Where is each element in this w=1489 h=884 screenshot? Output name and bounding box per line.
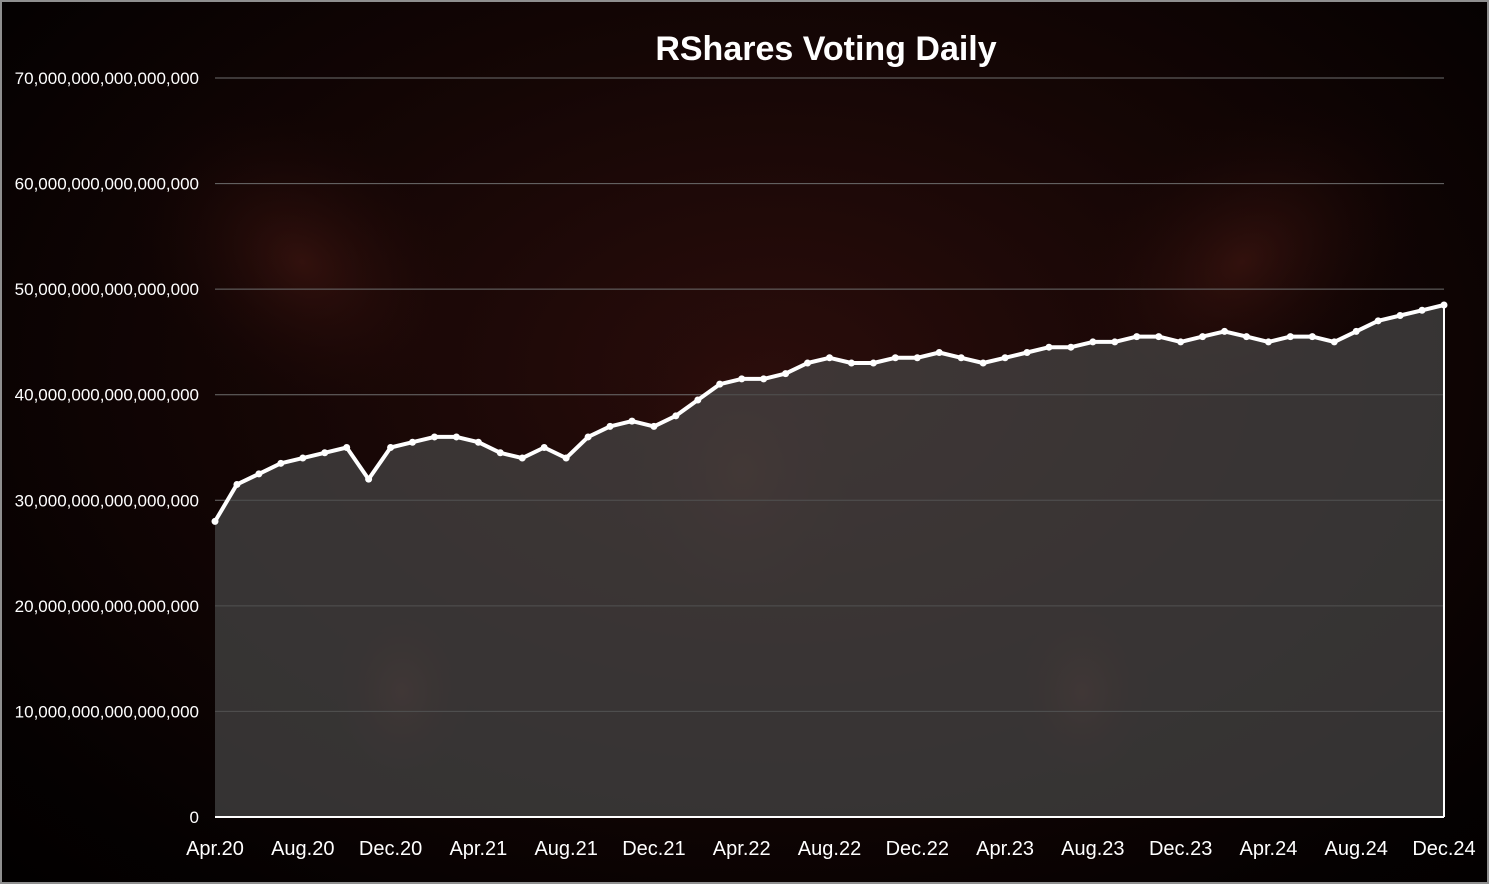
data-point — [1177, 338, 1185, 346]
y-tick-label: 70,000,000,000,000,000 — [15, 69, 199, 88]
data-point — [869, 359, 877, 367]
data-point — [628, 417, 636, 425]
data-point — [1396, 312, 1404, 320]
data-point — [1155, 333, 1163, 341]
data-point — [1067, 343, 1075, 351]
data-point — [606, 422, 614, 430]
data-point — [1330, 338, 1338, 346]
y-axis: 0 10,000,000,000,000,000 20,000,000,000,00… — [15, 69, 199, 827]
y-tick-label: 40,000,000,000,000,000 — [15, 386, 199, 405]
data-point — [496, 449, 504, 457]
x-tick-label: Dec.20 — [359, 838, 422, 860]
data-point — [562, 454, 570, 462]
data-point — [277, 459, 285, 467]
x-tick-label: Aug.20 — [271, 838, 334, 860]
x-tick-label: Apr.21 — [449, 838, 507, 860]
data-point — [1001, 354, 1009, 362]
data-point — [1374, 317, 1382, 325]
data-point — [847, 359, 855, 367]
data-point — [804, 359, 812, 367]
data-point — [957, 354, 965, 362]
data-point — [1133, 333, 1141, 341]
data-point — [255, 470, 263, 478]
data-point — [826, 354, 833, 362]
data-point — [343, 444, 351, 451]
data-point — [891, 354, 899, 362]
y-tick-label: 50,000,000,000,000,000 — [15, 280, 199, 299]
x-tick-label: Apr.22 — [713, 838, 771, 860]
data-point — [1308, 333, 1316, 341]
data-point — [1242, 333, 1250, 341]
x-tick-label: Aug.21 — [534, 838, 597, 860]
data-point — [782, 370, 790, 378]
x-tick-label: Dec.21 — [622, 838, 685, 860]
data-point — [584, 433, 592, 441]
data-point — [387, 444, 395, 451]
data-point — [1264, 338, 1272, 346]
data-point — [452, 433, 460, 441]
data-point — [1111, 338, 1119, 346]
x-tick-label: Apr.23 — [976, 838, 1034, 860]
data-point — [1286, 333, 1294, 341]
x-tick-label: Aug.22 — [798, 838, 861, 860]
data-point — [913, 354, 921, 362]
data-point — [1045, 343, 1053, 351]
x-tick-label: Aug.23 — [1061, 838, 1124, 860]
data-point — [979, 359, 987, 367]
data-point — [1023, 348, 1031, 356]
y-tick-label: 0 — [190, 808, 199, 827]
data-point — [1089, 338, 1097, 346]
data-point — [409, 438, 417, 446]
data-point — [1352, 327, 1360, 335]
data-point — [474, 438, 482, 446]
series-area — [215, 305, 1444, 817]
y-tick-label: 60,000,000,000,000,000 — [15, 175, 199, 194]
data-point — [760, 375, 768, 383]
y-tick-label: 10,000,000,000,000,000 — [15, 702, 199, 721]
data-point — [1221, 327, 1229, 335]
x-tick-label: Apr.20 — [186, 838, 244, 860]
data-point — [716, 380, 724, 388]
x-tick-label: Dec.23 — [1149, 838, 1212, 860]
data-point — [211, 517, 219, 525]
data-point — [672, 412, 680, 420]
x-axis: Apr.20 Aug.20 Dec.20 Apr.21 Aug.21 Dec.21 Apr.… — [186, 816, 1476, 860]
data-point — [321, 449, 329, 457]
data-point — [935, 348, 943, 356]
data-point — [738, 375, 746, 383]
x-tick-label: Dec.22 — [886, 838, 949, 860]
data-point — [650, 422, 658, 430]
data-point — [299, 454, 307, 462]
x-tick-label: Apr.24 — [1240, 838, 1298, 860]
data-point — [365, 475, 373, 483]
x-tick-label: Aug.24 — [1325, 838, 1388, 860]
data-point — [694, 396, 702, 404]
data-point — [430, 433, 438, 441]
x-tick-label: Dec.24 — [1412, 838, 1475, 860]
chart-title: RShares Voting Daily — [655, 30, 996, 68]
series-layer — [211, 301, 1448, 817]
data-point — [1199, 333, 1207, 341]
y-tick-label: 20,000,000,000,000,000 — [15, 597, 199, 616]
data-point — [518, 454, 526, 462]
data-point — [233, 480, 241, 488]
data-point — [540, 444, 548, 451]
data-point — [1418, 306, 1426, 314]
y-tick-label: 30,000,000,000,000,000 — [15, 491, 199, 510]
